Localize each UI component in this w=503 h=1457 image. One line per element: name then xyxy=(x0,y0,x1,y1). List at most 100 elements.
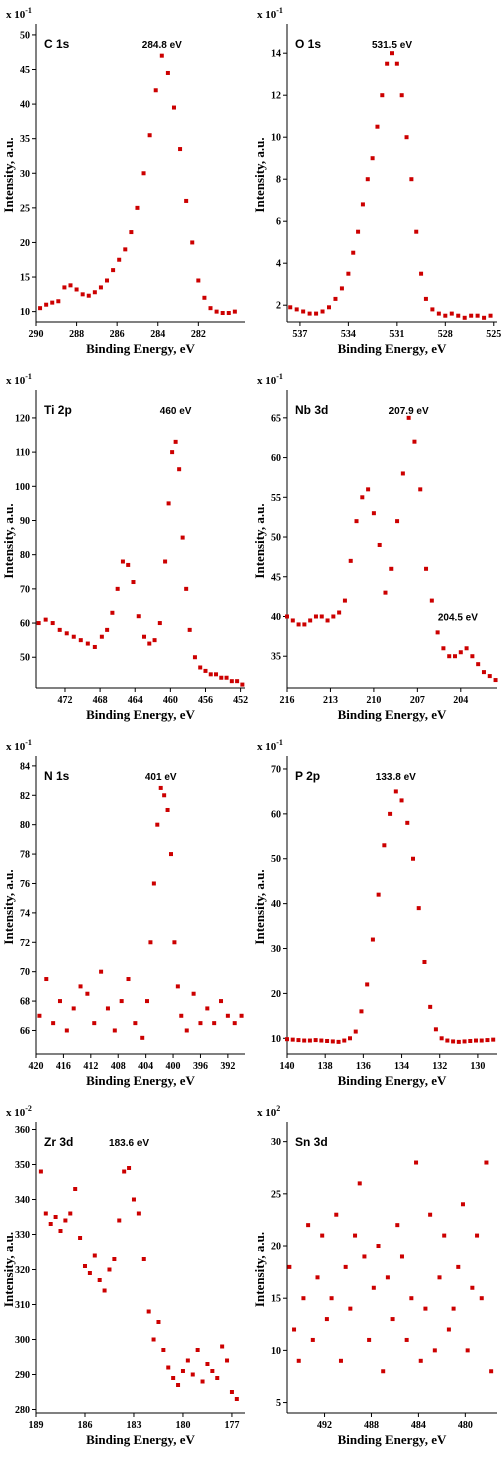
y-tick-label: 65 xyxy=(271,413,281,424)
data-point xyxy=(485,1038,490,1043)
y-tick-label: 300 xyxy=(15,1335,30,1346)
data-point xyxy=(71,1006,76,1011)
data-point xyxy=(337,610,342,615)
y-tick-label: 45 xyxy=(20,65,30,76)
x-tick-label: 183 xyxy=(126,1420,141,1431)
data-point xyxy=(409,177,414,182)
data-point xyxy=(385,1275,390,1280)
data-point xyxy=(163,559,168,564)
x-tick-label: 488 xyxy=(364,1420,379,1431)
data-point xyxy=(336,1039,341,1044)
data-point xyxy=(145,999,150,1004)
data-point xyxy=(416,906,421,911)
panel-title: Ti 2p xyxy=(44,403,72,417)
data-point xyxy=(411,856,415,861)
x-tick-label: 534 xyxy=(341,329,356,340)
data-point xyxy=(479,1038,484,1043)
y-tick-label: 290 xyxy=(15,1370,30,1381)
y-tick-label: 12 xyxy=(271,91,281,102)
data-point xyxy=(383,590,388,595)
data-point xyxy=(178,147,183,152)
data-point xyxy=(57,627,62,632)
data-point xyxy=(339,286,344,291)
data-point xyxy=(484,1160,489,1165)
x-tick-label: 456 xyxy=(198,695,213,706)
data-point xyxy=(325,618,330,623)
data-point xyxy=(285,1037,289,1042)
data-point xyxy=(327,305,331,310)
data-point xyxy=(320,309,325,314)
data-point xyxy=(474,1038,478,1043)
x-tick-label: 180 xyxy=(175,1420,190,1431)
data-point xyxy=(105,278,110,283)
data-point xyxy=(482,315,487,320)
data-point xyxy=(240,682,245,687)
data-point xyxy=(314,311,319,316)
data-point xyxy=(288,305,293,310)
data-point xyxy=(365,982,370,987)
data-point xyxy=(351,250,356,255)
data-point xyxy=(180,1369,185,1373)
data-point xyxy=(310,1337,315,1342)
x-tick-label: 130 xyxy=(470,1061,485,1072)
x-tick-label: 531 xyxy=(389,329,404,340)
data-point xyxy=(419,271,424,276)
data-point xyxy=(152,638,157,643)
data-point xyxy=(333,296,338,301)
data-point xyxy=(158,785,163,790)
data-point xyxy=(203,668,208,673)
data-point xyxy=(307,1038,312,1043)
data-point xyxy=(190,1372,195,1377)
data-point xyxy=(112,1028,117,1033)
data-point xyxy=(172,940,177,945)
data-point xyxy=(307,311,312,316)
y-multiplier-base: x 10 xyxy=(6,1107,26,1119)
data-point xyxy=(232,1021,237,1026)
data-point xyxy=(166,1365,171,1370)
y-tick-label: 70 xyxy=(20,584,30,595)
data-point xyxy=(380,93,385,98)
data-point xyxy=(78,1236,83,1240)
y-multiplier-exponent: -1 xyxy=(25,372,32,381)
y-tick-label: 310 xyxy=(15,1300,30,1311)
data-point xyxy=(198,1021,203,1026)
data-point xyxy=(225,1358,230,1363)
y-tick-label: 25 xyxy=(271,1189,281,1200)
data-point xyxy=(78,984,83,989)
data-point xyxy=(476,662,481,667)
data-point xyxy=(439,1036,444,1041)
data-point xyxy=(296,1358,301,1363)
data-point xyxy=(376,1244,381,1249)
y-tick-label: 20 xyxy=(271,989,281,1000)
data-point xyxy=(105,627,110,632)
data-point xyxy=(220,1344,225,1349)
data-point xyxy=(308,618,313,623)
y-tick-label: 50 xyxy=(20,30,30,41)
data-point xyxy=(292,1327,297,1332)
x-tick-label: 480 xyxy=(458,1420,473,1431)
data-point xyxy=(85,641,90,646)
data-point xyxy=(412,439,417,444)
data-point xyxy=(325,1038,330,1043)
data-point xyxy=(451,1306,456,1311)
data-point xyxy=(418,1358,423,1363)
panel-title: Zr 3d xyxy=(44,1135,73,1149)
y-tick-label: 35 xyxy=(271,652,281,663)
data-point xyxy=(220,311,225,316)
y-tick-label: 110 xyxy=(16,448,30,459)
data-point xyxy=(343,1264,348,1269)
y-axis-label: Intensity, a.u. xyxy=(252,137,267,212)
data-point xyxy=(38,1169,43,1174)
data-point xyxy=(382,843,387,848)
data-point xyxy=(441,646,446,651)
y-multiplier-label: x 10-1 xyxy=(257,738,283,753)
x-tick-label: 525 xyxy=(486,329,501,340)
x-axis-label: Binding Energy, eV xyxy=(338,341,447,356)
data-point xyxy=(105,1006,110,1011)
x-tick-label: 136 xyxy=(356,1061,371,1072)
chart-panel-sn3d: 5 10 15 20 25 30 492 488 484 480 Binding Energy, e… xyxy=(252,1104,497,1447)
data-point xyxy=(424,566,429,571)
data-point xyxy=(462,1039,467,1044)
data-point xyxy=(151,1337,156,1342)
data-point xyxy=(460,1202,465,1207)
